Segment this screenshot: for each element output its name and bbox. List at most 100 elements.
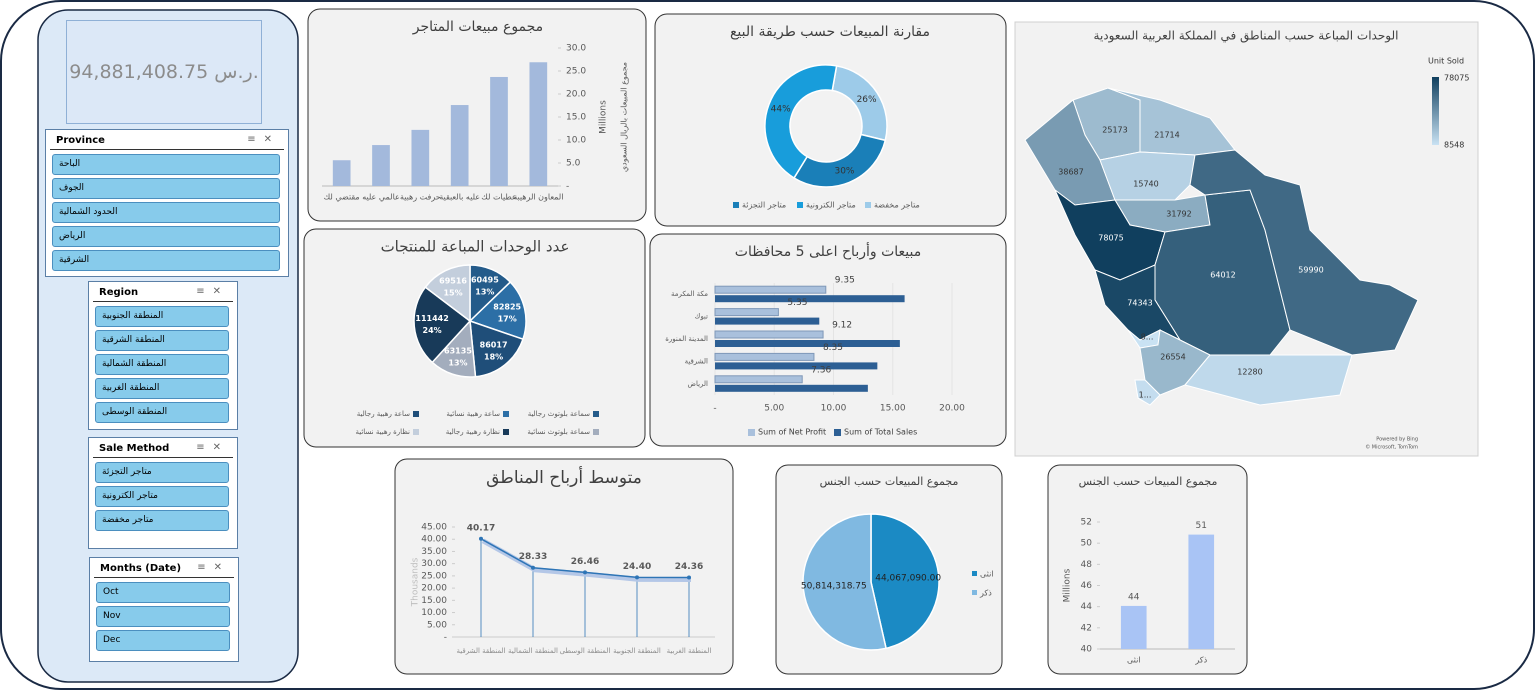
slicer-item[interactable]: Nov bbox=[96, 606, 230, 627]
legend-label: متاجر التجزئة bbox=[742, 201, 786, 210]
legend-label: متاجر مخفضة bbox=[874, 201, 920, 210]
legend-max: 78075 bbox=[1444, 74, 1469, 83]
legend-swatch bbox=[413, 429, 419, 435]
y-tick-label: 15.0 bbox=[566, 113, 586, 123]
slicer-icons: ≡✕ bbox=[197, 562, 230, 573]
y-tick-label: 52 bbox=[1081, 518, 1092, 528]
chart-panel bbox=[654, 13, 1007, 227]
y-tick-label: 30.00 bbox=[421, 559, 447, 569]
y-tick-label: 10.0 bbox=[566, 136, 586, 146]
chart-title: مجموع المبيعات حسب الجنس bbox=[1079, 475, 1218, 488]
bar bbox=[715, 295, 905, 303]
slicer-item[interactable]: الحدود الشمالية bbox=[52, 202, 280, 223]
value-label: 9.12 bbox=[832, 321, 852, 331]
value-label: 5.35 bbox=[787, 298, 807, 308]
y-tick-label: 30.0 bbox=[566, 44, 586, 54]
slicer-item[interactable]: متاجر الكترونية bbox=[95, 486, 229, 507]
percent-label: 15% bbox=[443, 288, 462, 297]
chart-title: الوحدات المباعة حسب المناطق في المملكة ا… bbox=[1094, 29, 1399, 44]
y-tick-label: - bbox=[444, 633, 447, 643]
map-region bbox=[1189, 149, 1419, 356]
color-scale-bar bbox=[1432, 77, 1439, 145]
y-tick-label: تبوك bbox=[695, 313, 708, 321]
y-tick-label: 10.00 bbox=[421, 608, 447, 618]
chart-title: مجموع المبيعات حسب الجنس bbox=[820, 475, 959, 488]
slicer-item[interactable]: المنطقة الغربية bbox=[95, 378, 229, 399]
region-label: 78075 bbox=[1098, 234, 1123, 243]
slicer-item[interactable]: المنطقة الجنوبية bbox=[95, 306, 229, 327]
line-marker bbox=[583, 570, 587, 575]
slicer-item[interactable]: المنطقة الشرقية bbox=[95, 330, 229, 351]
y-tick-label: 45.00 bbox=[421, 523, 447, 533]
legend-swatch bbox=[593, 429, 599, 435]
legend-label: نظارة رهبية رجالية bbox=[446, 428, 500, 436]
bar bbox=[490, 76, 508, 186]
slicer: Sale Method ≡✕ متاجر التجزئة متاجر الكتروني… bbox=[88, 437, 238, 549]
legend-label: Sum of Total Sales bbox=[844, 428, 917, 437]
x-tick-label: مقتضي لك bbox=[324, 193, 360, 202]
y-tick-label: مكة المكرمة bbox=[671, 290, 708, 298]
x-tick-label: 10.00 bbox=[821, 404, 847, 414]
line-marker bbox=[687, 575, 691, 580]
map-region bbox=[1184, 354, 1353, 406]
x-tick-label: 15.00 bbox=[880, 404, 906, 414]
x-tick-label: عطيات لك bbox=[481, 193, 516, 202]
chart-title: عدد الوحدات المباعة للمنتجات bbox=[381, 238, 570, 256]
region-label: 15740 bbox=[1133, 180, 1158, 189]
legend-swatch bbox=[748, 429, 755, 436]
y-tick-label: 15.00 bbox=[421, 596, 447, 606]
slicer-title: Region bbox=[93, 282, 233, 302]
chart-title: مقارنة المبيعات حسب طريقة البيع bbox=[730, 24, 930, 40]
region-label: 31792 bbox=[1166, 210, 1191, 219]
region-label: 59990 bbox=[1298, 266, 1323, 275]
slicer-icons: ≡✕ bbox=[247, 134, 280, 145]
slicer-item[interactable]: الشرقية bbox=[52, 250, 280, 271]
slicer-icons: ≡✕ bbox=[196, 442, 229, 453]
value-label: 9.35 bbox=[835, 276, 855, 286]
x-tick-label: حرفت رهبية bbox=[400, 193, 441, 202]
slicer-title: Months (Date) bbox=[94, 558, 234, 578]
chart-panel bbox=[1047, 464, 1248, 675]
bar bbox=[332, 160, 351, 186]
bar bbox=[715, 340, 900, 347]
y-tick-label: 5.0 bbox=[566, 159, 581, 169]
percent-label: 18% bbox=[484, 352, 503, 361]
value-label: 7.36 bbox=[811, 365, 831, 375]
pie-slice bbox=[802, 513, 887, 651]
x-tick-label: المنطقة الغربية bbox=[667, 647, 712, 655]
slicer-item[interactable]: متاجر مخفضة bbox=[95, 510, 229, 531]
legend-min: 8548 bbox=[1444, 141, 1464, 150]
pie-slice bbox=[870, 513, 940, 650]
slicer-item[interactable]: Dec bbox=[96, 630, 230, 651]
region-label: 1... bbox=[1139, 391, 1152, 400]
slicer-item[interactable]: متاجر التجزئة bbox=[95, 462, 229, 483]
legend-title: Unit Sold bbox=[1428, 57, 1464, 66]
slicer-item[interactable]: الجوف bbox=[52, 178, 280, 199]
pie-slice bbox=[413, 286, 472, 364]
x-tick-label: ذكر bbox=[1194, 656, 1207, 665]
legend-swatch bbox=[834, 429, 841, 436]
x-tick-label: المنطقة الجنوبية bbox=[613, 647, 661, 655]
legend-swatch bbox=[972, 571, 977, 576]
chart-title: مجموع مبيعات المتاجر bbox=[412, 19, 543, 35]
value-label: 44 bbox=[1128, 592, 1140, 602]
percent-label: 24% bbox=[423, 326, 442, 335]
pie-slice bbox=[468, 281, 527, 341]
region-label: 25173 bbox=[1102, 126, 1127, 135]
x-tick-label: 5.00 bbox=[764, 404, 784, 414]
slicer-item[interactable]: المنطقة الوسطى bbox=[95, 402, 229, 423]
value-label: 8.35 bbox=[823, 343, 843, 353]
map-region bbox=[1099, 151, 1196, 201]
value-label: 69516 bbox=[439, 276, 467, 285]
slicer-item[interactable]: Oct bbox=[96, 582, 230, 603]
map-credit: © Microsoft, TomTom bbox=[1365, 444, 1418, 451]
slice-label: 30% bbox=[834, 166, 854, 176]
value-label: 63135 bbox=[444, 347, 472, 356]
slicer-item[interactable]: الباحة bbox=[52, 154, 280, 175]
slicer-title: Province bbox=[50, 130, 284, 150]
slicer-item[interactable]: الرياض bbox=[52, 226, 280, 247]
y-axis-label: مجموع المبيعات بالريال السعودي bbox=[620, 62, 629, 172]
slicer-item[interactable]: المنطقة الشمالية bbox=[95, 354, 229, 375]
donut-slice bbox=[764, 64, 838, 179]
